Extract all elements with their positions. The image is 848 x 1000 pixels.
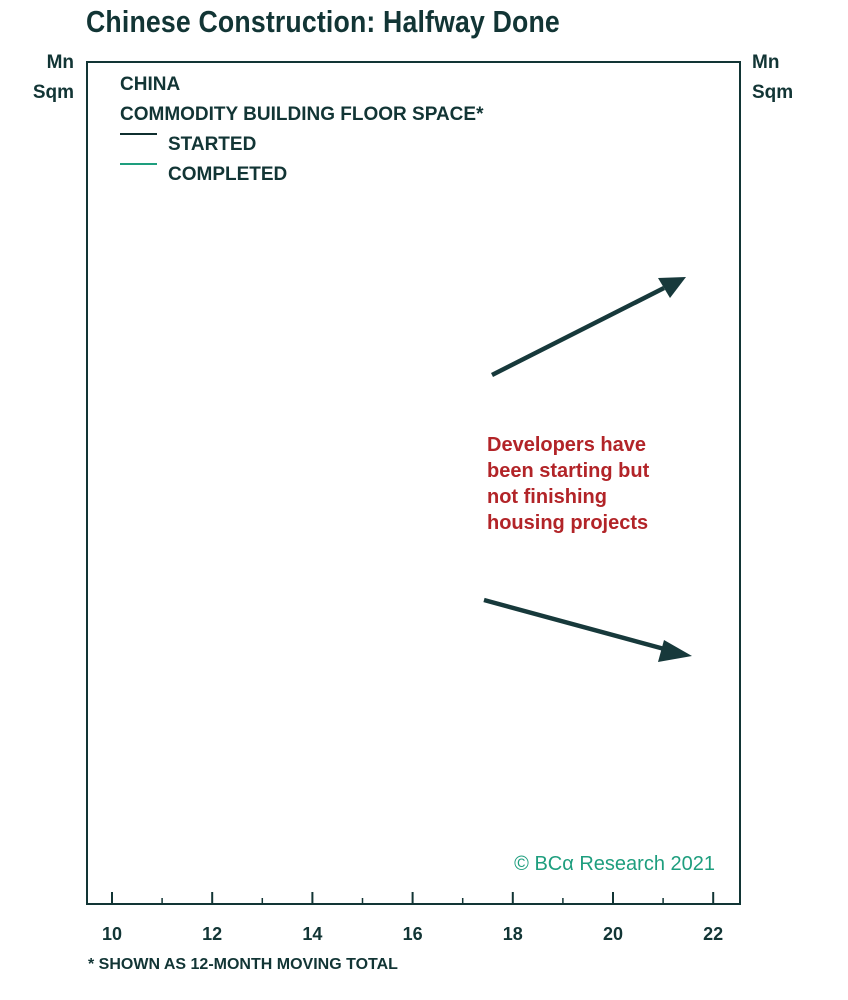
annotation-line1: Developers have (487, 434, 646, 456)
x-tick-label: 20 (603, 924, 623, 944)
x-tick-label: 16 (403, 924, 423, 944)
left-axis-unit-line2: Sqm (33, 82, 74, 103)
annotation-line4: housing projects (487, 512, 648, 534)
x-tick-label: 18 (503, 924, 523, 944)
x-tick-label: 22 (703, 924, 723, 944)
right-axis-unit-line2: Sqm (752, 82, 793, 103)
arrow-up (490, 277, 686, 378)
credit-text: © BCα Research 2021 (514, 853, 715, 875)
legend-title-line1: CHINA (120, 74, 180, 95)
x-tick-label: 14 (302, 924, 322, 944)
x-axis: 10 12 14 16 18 20 22 (102, 892, 723, 944)
footnote: * SHOWN AS 12-MONTH MOVING TOTAL (88, 956, 398, 973)
annotation-line3: not finishing (487, 486, 607, 508)
chart-title: Chinese Construction: Halfway Done (86, 4, 560, 39)
left-axis-unit-line1: Mn (47, 52, 74, 73)
x-tick-label: 12 (202, 924, 222, 944)
plot-frame (86, 61, 741, 905)
arrow-down (483, 597, 692, 662)
legend-label-completed: COMPLETED (168, 164, 287, 185)
annotation-line2: been starting but (487, 460, 650, 482)
legend-title-line2: COMMODITY BUILDING FLOOR SPACE* (120, 104, 484, 125)
annotation: Developers have been starting but not fi… (487, 434, 650, 534)
legend-label-started: STARTED (168, 134, 256, 155)
x-tick-label: 10 (102, 924, 122, 944)
legend: CHINA COMMODITY BUILDING FLOOR SPACE* ST… (120, 74, 484, 185)
right-axis-unit-line1: Mn (752, 52, 779, 73)
